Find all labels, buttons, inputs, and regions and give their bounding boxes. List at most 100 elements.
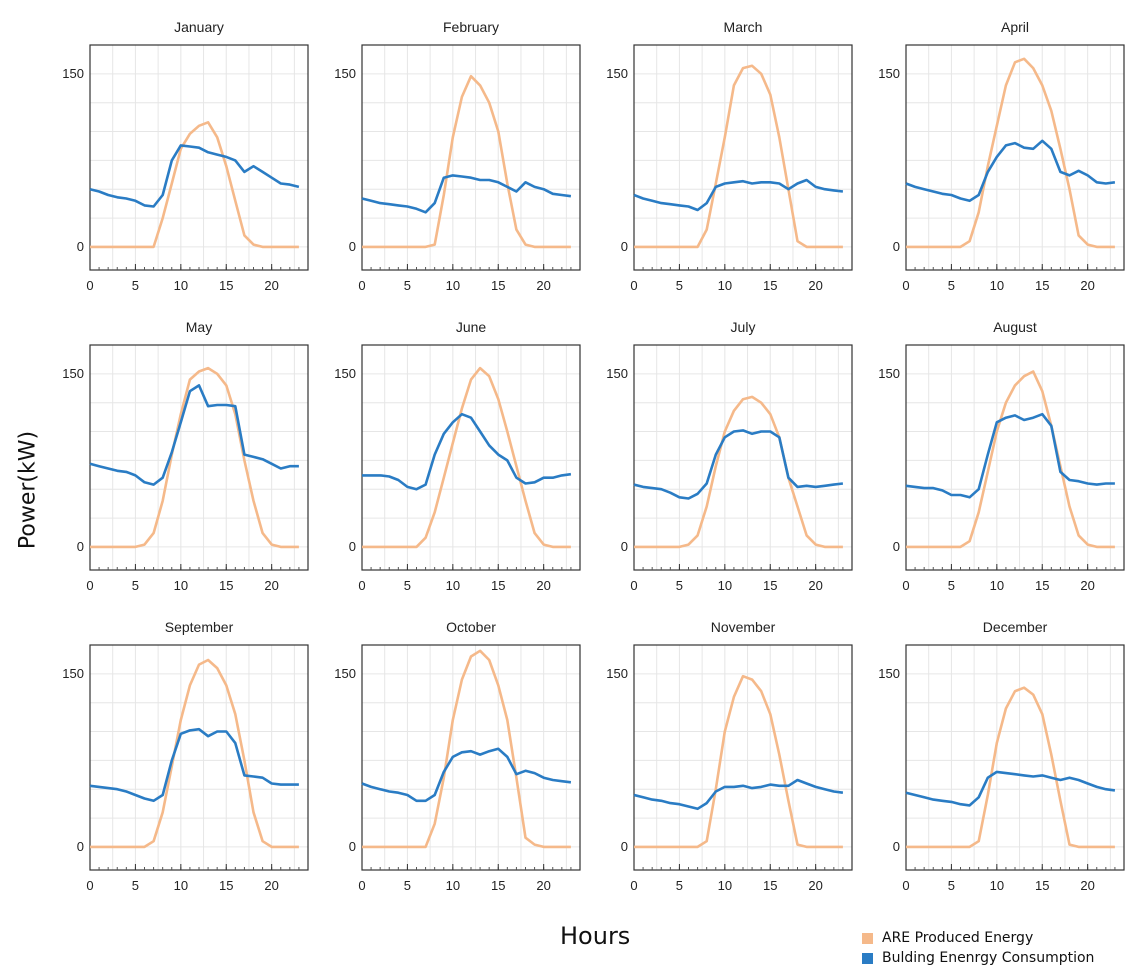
series-line-consumption bbox=[362, 412, 572, 491]
series-line-consumption bbox=[905, 139, 1116, 203]
series-line-produced bbox=[634, 64, 843, 249]
series-line-produced bbox=[906, 686, 1115, 849]
x-tick-label: 15 bbox=[763, 878, 777, 893]
series-line-consumption bbox=[633, 429, 844, 500]
x-tick-label: 15 bbox=[491, 878, 505, 893]
x-tick-label: 20 bbox=[264, 278, 278, 293]
panel-title: January bbox=[174, 19, 224, 35]
x-tick-label: 0 bbox=[86, 278, 93, 293]
legend-label-produced: ARE Produced Energy bbox=[882, 930, 1034, 946]
x-tick-label: 15 bbox=[491, 278, 505, 293]
y-tick-label: 0 bbox=[893, 239, 900, 254]
y-tick-label: 150 bbox=[62, 666, 84, 681]
panel-title: July bbox=[731, 319, 756, 335]
x-tick-label: 0 bbox=[630, 878, 637, 893]
y-tick-label: 0 bbox=[349, 239, 356, 254]
x-tick-label: 0 bbox=[630, 278, 637, 293]
panel-november: November 0 5 10 15 20 0 150 bbox=[606, 619, 853, 893]
x-tick-label: 0 bbox=[902, 878, 909, 893]
x-tick-label: 10 bbox=[446, 878, 460, 893]
panel-frame bbox=[89, 344, 309, 571]
y-tick-label: 0 bbox=[621, 839, 628, 854]
y-tick-label: 150 bbox=[878, 666, 900, 681]
panel-august: August 0 5 10 15 20 0 150 bbox=[878, 319, 1125, 593]
panel-frame bbox=[361, 644, 581, 871]
panel-frame bbox=[633, 44, 853, 271]
x-tick-label: 0 bbox=[358, 578, 365, 593]
series-line-consumption bbox=[89, 144, 300, 208]
x-axis-label: Hours bbox=[560, 922, 631, 950]
panel-frame bbox=[905, 344, 1125, 571]
x-tick-label: 20 bbox=[264, 878, 278, 893]
panel-february: February 0 5 10 15 20 0 150 bbox=[334, 19, 581, 293]
y-tick-label: 150 bbox=[334, 666, 356, 681]
panel-title: August bbox=[993, 319, 1037, 335]
x-tick-label: 10 bbox=[446, 578, 460, 593]
y-tick-label: 0 bbox=[621, 539, 628, 554]
series-line-consumption bbox=[905, 770, 1116, 807]
x-tick-label: 20 bbox=[536, 578, 550, 593]
series-line-produced bbox=[90, 121, 299, 249]
series-line-consumption bbox=[633, 778, 844, 811]
panel-frame bbox=[89, 44, 309, 271]
series-line-produced bbox=[634, 674, 843, 849]
x-tick-label: 15 bbox=[1035, 578, 1049, 593]
series-line-produced bbox=[906, 57, 1115, 249]
panel-title: February bbox=[443, 19, 499, 35]
x-tick-label: 0 bbox=[630, 578, 637, 593]
y-tick-label: 0 bbox=[349, 539, 356, 554]
legend-swatch-produced bbox=[862, 932, 873, 944]
panel-title: June bbox=[456, 319, 487, 335]
panel-frame bbox=[905, 644, 1125, 871]
y-tick-label: 150 bbox=[606, 666, 628, 681]
x-tick-label: 10 bbox=[718, 278, 732, 293]
x-tick-label: 0 bbox=[358, 278, 365, 293]
x-tick-label: 15 bbox=[491, 578, 505, 593]
y-tick-label: 0 bbox=[893, 539, 900, 554]
series-line-produced bbox=[634, 395, 843, 549]
x-tick-label: 5 bbox=[948, 878, 955, 893]
x-tick-label: 15 bbox=[763, 278, 777, 293]
x-tick-label: 20 bbox=[1080, 578, 1094, 593]
x-tick-label: 0 bbox=[902, 578, 909, 593]
panel-frame bbox=[89, 644, 309, 871]
panel-december: December 0 5 10 15 20 0 150 bbox=[878, 619, 1125, 893]
x-tick-label: 0 bbox=[86, 578, 93, 593]
x-tick-label: 20 bbox=[536, 278, 550, 293]
y-tick-label: 0 bbox=[77, 239, 84, 254]
x-tick-label: 20 bbox=[1080, 278, 1094, 293]
x-tick-label: 5 bbox=[676, 278, 683, 293]
panel-may: May 0 5 10 15 20 0 150 bbox=[62, 319, 309, 593]
x-tick-label: 5 bbox=[132, 278, 139, 293]
panel-frame bbox=[905, 44, 1125, 271]
x-tick-label: 20 bbox=[808, 878, 822, 893]
panel-july: July 0 5 10 15 20 0 150 bbox=[606, 319, 853, 593]
x-tick-label: 20 bbox=[808, 578, 822, 593]
x-tick-label: 10 bbox=[174, 278, 188, 293]
y-tick-label: 0 bbox=[77, 539, 84, 554]
x-tick-label: 5 bbox=[132, 578, 139, 593]
series-line-consumption bbox=[905, 412, 1115, 499]
y-tick-label: 0 bbox=[77, 839, 84, 854]
panel-april: April 0 5 10 15 20 0 150 bbox=[878, 19, 1125, 293]
x-tick-label: 10 bbox=[174, 878, 188, 893]
series-line-consumption bbox=[89, 384, 299, 486]
x-tick-label: 15 bbox=[219, 278, 233, 293]
x-tick-label: 0 bbox=[902, 278, 909, 293]
panel-september: September 0 5 10 15 20 0 150 bbox=[62, 619, 309, 893]
series-line-consumption bbox=[89, 727, 299, 803]
series-line-produced bbox=[362, 366, 571, 549]
panel-title: October bbox=[446, 619, 496, 635]
x-tick-label: 20 bbox=[1080, 878, 1094, 893]
series-line-produced bbox=[90, 366, 299, 549]
y-tick-label: 0 bbox=[621, 239, 628, 254]
legend-label-consumption: Bulding Enenrgy Consumption bbox=[882, 950, 1095, 966]
x-tick-label: 10 bbox=[174, 578, 188, 593]
panel-title: April bbox=[1001, 19, 1029, 35]
x-tick-label: 10 bbox=[446, 278, 460, 293]
legend-item-produced: ARE Produced Energy bbox=[862, 928, 1094, 948]
x-tick-label: 10 bbox=[990, 278, 1004, 293]
x-tick-label: 10 bbox=[990, 878, 1004, 893]
